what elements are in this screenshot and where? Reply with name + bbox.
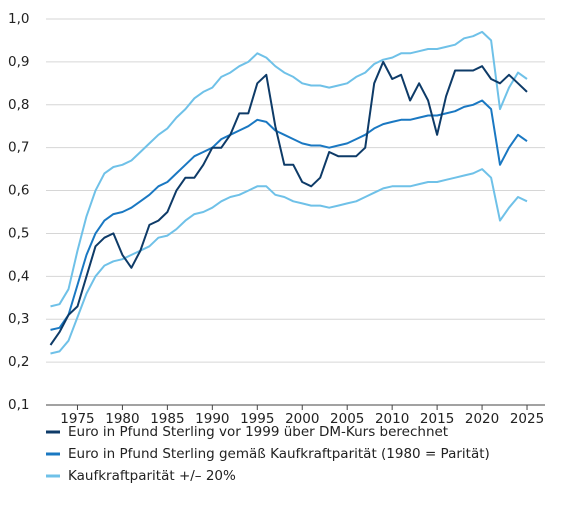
y-tick-label: 0,7: [8, 140, 29, 156]
x-tick-label: 2015: [420, 411, 454, 427]
legend-label: Euro in Pfund Sterling gemäß Kaufkraftpa…: [68, 446, 490, 462]
x-tick-label: 2010: [375, 411, 409, 427]
legend-label: Kaufkraftparität +/– 20%: [68, 468, 236, 484]
x-tick-label: 1975: [60, 411, 94, 427]
x-tick-label: 2000: [285, 411, 319, 427]
x-tick-label: 1995: [240, 411, 274, 427]
x-tick-label: 1980: [105, 411, 139, 427]
x-tick-label: 2025: [510, 411, 544, 427]
x-tick-label: 1985: [150, 411, 184, 427]
y-tick-label: 0,2: [8, 354, 29, 370]
y-tick-label: 0,1: [8, 397, 29, 413]
y-tick-label: 0,6: [8, 183, 29, 199]
y-tick-label: 0,3: [8, 311, 29, 327]
series-line: [50, 30, 528, 308]
y-tick-label: 0,9: [8, 54, 29, 70]
x-tick-label: 1990: [195, 411, 229, 427]
y-tick-label: 1,0: [8, 11, 29, 27]
y-tick-label: 0,4: [8, 268, 29, 284]
y-tick-label: 0,5: [8, 225, 29, 241]
y-tick-label: 0,8: [8, 97, 29, 113]
x-tick-label: 2020: [465, 411, 499, 427]
series-line: [50, 168, 528, 355]
x-tick-label: 2005: [330, 411, 364, 427]
series-line: [50, 99, 528, 331]
series-line: [49, 60, 528, 346]
legend-label: Euro in Pfund Sterling vor 1999 über DM-…: [68, 424, 448, 440]
